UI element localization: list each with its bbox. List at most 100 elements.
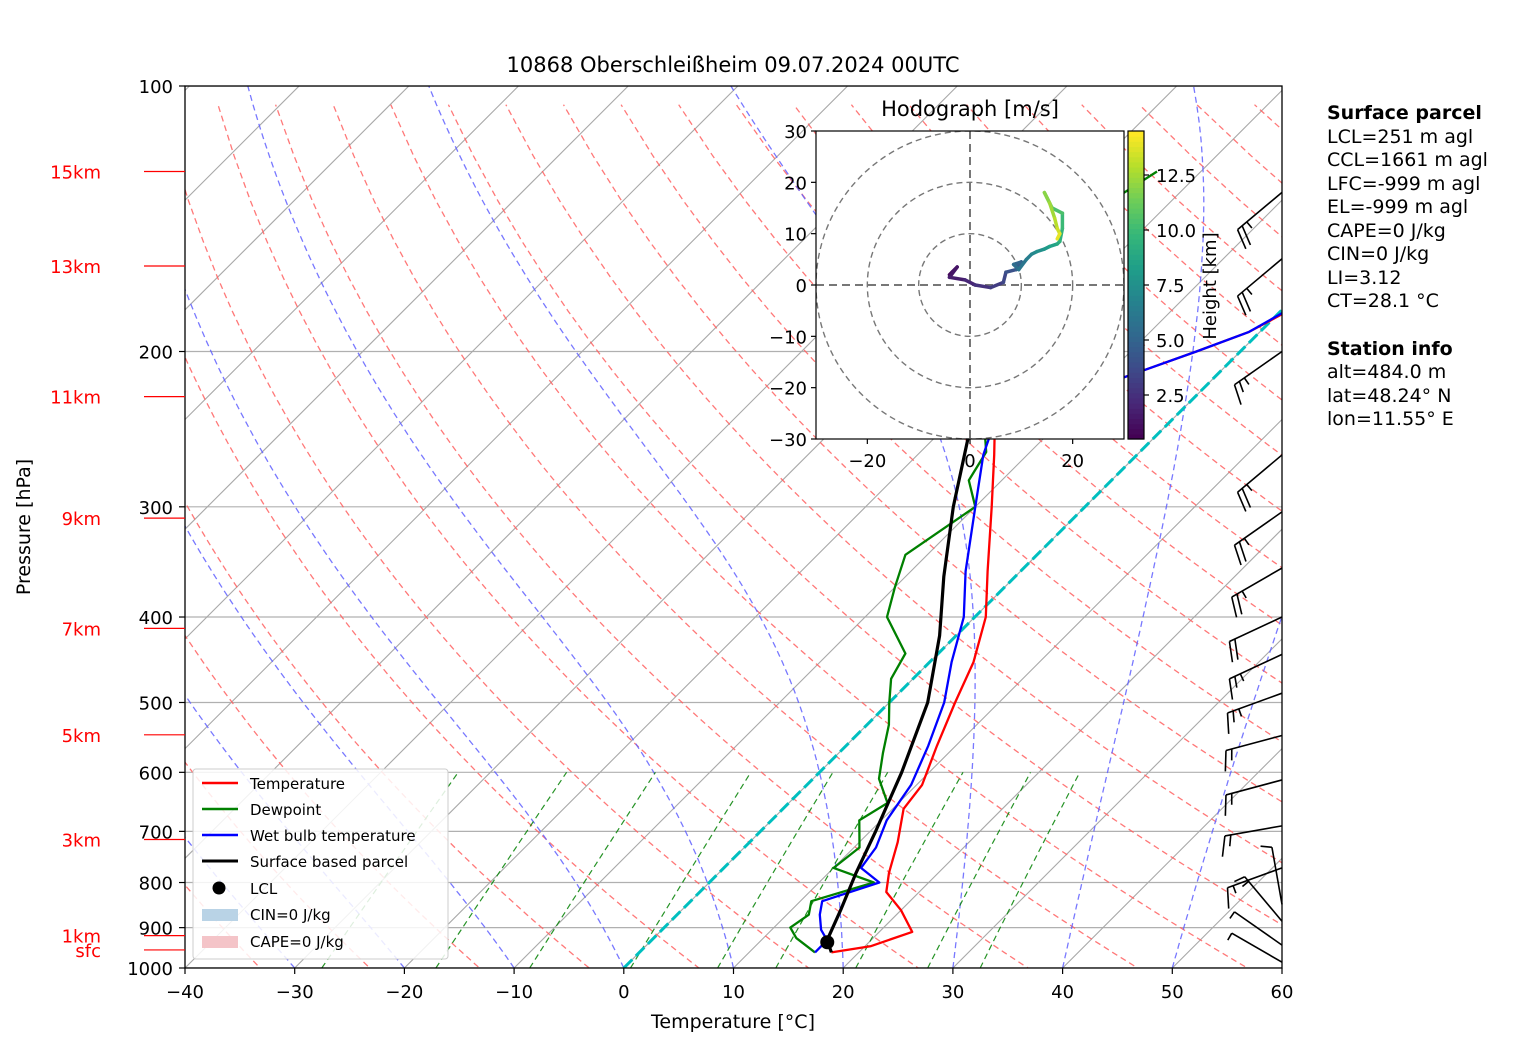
colorbar-tick-label: 7.5 (1156, 276, 1185, 297)
dry-adiabat-line (332, 104, 1139, 968)
wind-barb (1233, 511, 1283, 566)
wind-barb (1228, 653, 1283, 700)
height-tick-label: sfc (75, 941, 101, 962)
legend-cin-label: CIN=0 J/kg (250, 906, 331, 924)
mixing-ratio-line (435, 771, 568, 968)
colorbar-tick-label: 2.5 (1156, 386, 1185, 407)
hodograph-y-tick-label: −30 (769, 430, 807, 451)
isotherm-line (185, 86, 739, 640)
lcl-marker (820, 935, 835, 950)
wind-barb-half-feather (1229, 911, 1236, 919)
wind-barb (1234, 876, 1283, 922)
hodograph-plot (816, 131, 1124, 439)
colorbar-band (1128, 367, 1144, 373)
colorbar-band (1128, 187, 1144, 194)
height-tick-label: 1km (62, 927, 101, 948)
colorbar-band (1128, 413, 1144, 420)
legend-wetbulb-label: Wet bulb temperature (250, 827, 416, 845)
hodograph-ring (917, 232, 1023, 338)
wind-barb-feather (1238, 541, 1247, 562)
isotherm-line (952, 638, 1282, 968)
wind-barb (1233, 350, 1283, 405)
wind-barb (1224, 779, 1283, 816)
colorbar-band (1128, 177, 1144, 183)
hodograph-segment (1052, 216, 1060, 231)
isotherm-line (1062, 747, 1282, 968)
hodograph-y-tick-label: 20 (784, 173, 807, 194)
colorbar-band (1128, 326, 1144, 332)
colorbar-band (1128, 377, 1144, 384)
wind-barb-shaft (1225, 779, 1283, 796)
colorbar-band (1128, 372, 1144, 378)
colorbar-band (1128, 315, 1144, 322)
wind-barb-shaft (1227, 692, 1283, 714)
hodograph-y-tick-label: 0 (796, 276, 807, 297)
wind-barb-half-feather (1234, 676, 1238, 688)
wind-barb (1236, 454, 1283, 512)
colorbar-band (1128, 295, 1144, 301)
dry-adiabat-line (447, 104, 1282, 926)
x-tick-label: 20 (832, 982, 855, 1003)
x-tick-label: −10 (495, 982, 533, 1003)
hodograph-segment (947, 265, 959, 280)
wind-barb-feather (1228, 678, 1234, 700)
wind-barb (1226, 692, 1283, 734)
wind-barb (1230, 567, 1283, 618)
wind-barb-half-feather (1241, 880, 1250, 888)
wind-barb-shaft (1229, 616, 1283, 643)
zero-isotherm (622, 307, 1282, 968)
legend-cin-swatch (202, 909, 238, 921)
hodograph-ring (866, 181, 1074, 389)
wind-barb-shaft (1237, 258, 1283, 297)
moist-adiabat-line (428, 86, 844, 968)
wind-barb-feather (1241, 488, 1252, 508)
height-tick-label: 11km (50, 388, 101, 409)
hodograph-segment (1055, 231, 1062, 241)
colorbar-band (1128, 305, 1144, 312)
colorbar-tick-label: 10.0 (1156, 221, 1196, 242)
colorbar-band (1128, 346, 1144, 353)
lcl-point (820, 935, 835, 950)
colorbar-band (1128, 172, 1144, 178)
wind-barb-half-feather (1239, 673, 1245, 682)
x-tick-label: 0 (618, 982, 629, 1003)
colorbar-tick-label: 5.0 (1156, 331, 1185, 352)
cape-value: CAPE=0 J/kg (1327, 219, 1446, 242)
legend-cape-swatch (202, 936, 238, 948)
colorbar-band (1128, 264, 1144, 271)
y-tick-label: 100 (139, 77, 173, 98)
wind-barb-shaft (1237, 191, 1283, 231)
hodograph-segment (1042, 190, 1052, 205)
hodograph-y-tick-label: −20 (769, 379, 807, 400)
station-info-header: Station info (1327, 337, 1453, 360)
isotherm-line (513, 199, 1282, 968)
wind-barb-shaft (1229, 653, 1283, 680)
ct-value: CT=28.1 °C (1327, 290, 1439, 312)
wind-barb-shaft (1234, 911, 1283, 946)
wind-barb-shaft (1231, 567, 1283, 598)
wind-barb-feather (1236, 229, 1247, 250)
wind-barb-feather (1241, 225, 1252, 246)
moist-adiabat-line (1061, 86, 1205, 968)
legend-box (192, 768, 449, 960)
x-tick-label: 40 (1051, 982, 1074, 1003)
wind-barb-shaft (1225, 734, 1283, 752)
wind-barb-shaft (1234, 350, 1283, 386)
wind-barb-feather (1221, 835, 1226, 857)
colorbar-band (1128, 428, 1144, 435)
moist-adiabat-line (185, 524, 515, 968)
colorbar-band (1128, 423, 1144, 430)
wind-barb-feather (1233, 544, 1242, 566)
hodograph-inset: Hodograph [m/s] −20 0 20 30 20 10 0 −10 −20 −30 2… (769, 97, 1221, 472)
chart-title: 10868 Oberschleißheim 09.07.2024 00UTC (507, 53, 960, 77)
colorbar-band (1128, 192, 1144, 199)
wind-barb (1224, 734, 1283, 772)
colorbar-band (1128, 341, 1144, 348)
wind-barb-shaft (1244, 876, 1283, 922)
colorbar-band (1128, 161, 1144, 168)
zero-degree-isotherm (622, 307, 1282, 968)
x-axis-label: Temperature [°C] (650, 1011, 815, 1033)
side-info-panel: Surface parcel LCL=251 m agl CCL=1661 m … (1327, 102, 1488, 432)
mixing-ratio-line (529, 771, 656, 968)
